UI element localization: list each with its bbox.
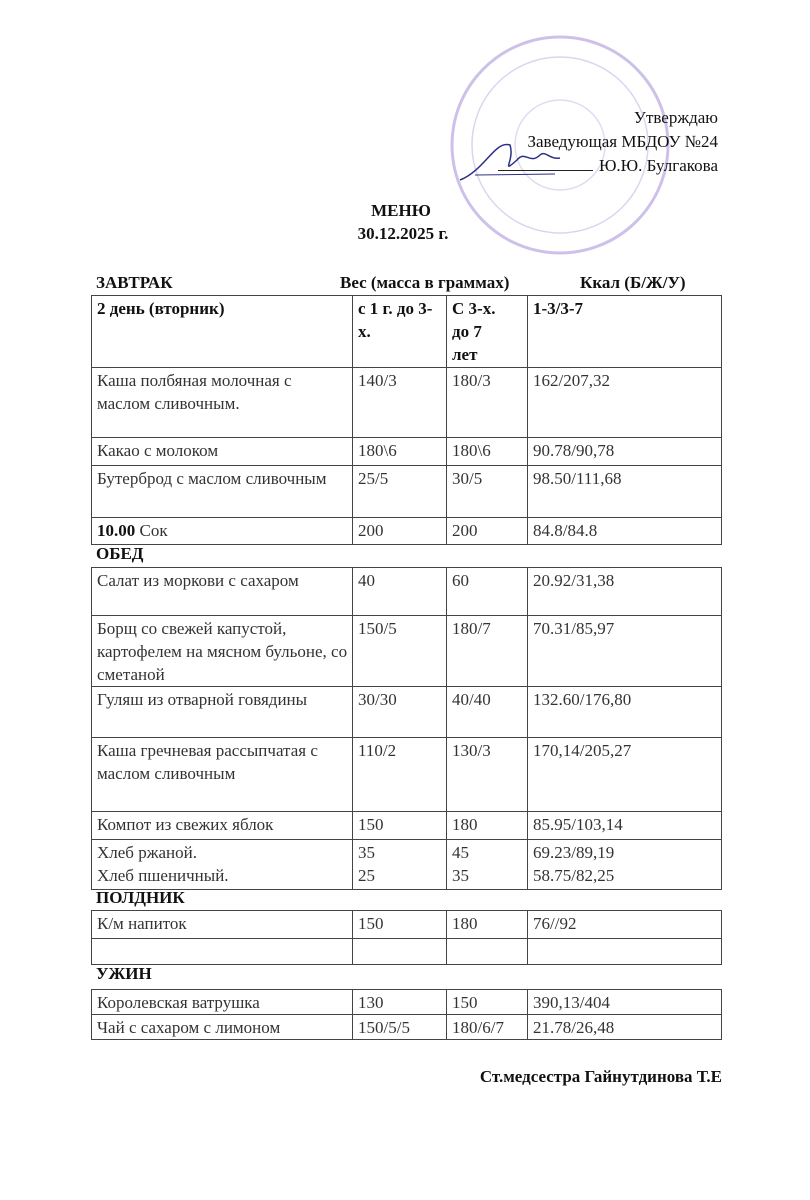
dish-name: Компот из свежих яблок (91, 811, 353, 840)
weight-3-7: 60 (446, 567, 528, 616)
weight-3-7: 180/3 (446, 367, 528, 438)
kcal: 20.92/31,38 (527, 567, 722, 616)
weight-3-7: 130/3 (446, 737, 528, 812)
weight-3-7: 40/40 (446, 686, 528, 738)
weight-1-3: 110/2 (352, 737, 447, 812)
weight-1-3: 150/5 (352, 615, 447, 687)
dish-name: К/м напиток (91, 910, 353, 939)
table-row: Какао с молоком 180\6 180\6 90.78/90,78 (91, 437, 722, 466)
weight-1-3: 180\6 (352, 437, 447, 466)
weight-1-3: 35 25 (352, 839, 447, 890)
approval-line-2: Заведующая МБДОУ №24 (527, 132, 718, 151)
signature (459, 143, 561, 181)
weight-3-7 (446, 938, 528, 965)
dish-name: Бутерброд с маслом сливочным (91, 465, 353, 518)
dish-name: Каша полбяная молочная с маслом сливочны… (91, 367, 353, 438)
kcal: 21.78/26,48 (527, 1014, 722, 1040)
weight-1-3: 130 (352, 989, 447, 1015)
table-row: Каша полбяная молочная с маслом сливочны… (91, 367, 722, 438)
kcal: 170,14/205,27 (527, 737, 722, 812)
snack-table: К/м напиток 150 180 76//92 (91, 910, 722, 965)
approval-block: Утверждаю Заведующая МБДОУ №24 Ю.Ю. Булг… (497, 106, 718, 178)
kcal-header: Ккал (Б/Ж/У) (580, 273, 686, 292)
weight-1-3: 25/5 (352, 465, 447, 518)
dish-name: Чай с сахаром с лимоном (91, 1014, 353, 1040)
table-header-row: 2 день (вторник) с 1 г. до 3-х. С 3-х. до … (91, 295, 722, 368)
weight-3-7: 180 (446, 811, 528, 840)
approval-line-3: Ю.Ю. Булгакова (497, 154, 718, 178)
section-lunch: ОБЕД (96, 544, 144, 563)
dinner-table: Королевская ватрушка 130 150 390,13/404 Чай … (91, 989, 722, 1040)
kcal: 132.60/176,80 (527, 686, 722, 738)
table-row: Королевская ватрушка 130 150 390,13/404 (91, 989, 722, 1015)
weight-3-7: 180 (446, 910, 528, 939)
column-header: 2 день (вторник) (91, 295, 353, 368)
breakfast-table: 2 день (вторник) с 1 г. до 3-х. С 3-х. до … (91, 295, 722, 545)
column-header: с 1 г. до 3-х. (352, 295, 447, 368)
dish-name: 10.00 Сок (91, 517, 353, 545)
column-header: С 3-х. до 7 лет (446, 295, 528, 368)
kcal: 70.31/85,97 (527, 615, 722, 687)
weight-1-3: 200 (352, 517, 447, 545)
weight-3-7: 200 (446, 517, 528, 545)
table-row: Хлеб ржаной. Хлеб пшеничный. 35 25 45 35 69… (91, 839, 722, 890)
weight-1-3: 30/30 (352, 686, 447, 738)
weight-3-7: 180/6/7 (446, 1014, 528, 1040)
kcal: 90.78/90,78 (527, 437, 722, 466)
weight-3-7: 45 35 (446, 839, 528, 890)
table-row: Каша гречневая рассыпчатая с маслом слив… (91, 737, 722, 812)
kcal: 85.95/103,14 (527, 811, 722, 840)
table-row: Салат из моркови с сахаром 40 60 20.92/31,3… (91, 567, 722, 616)
kcal: 390,13/404 (527, 989, 722, 1015)
weight-1-3: 40 (352, 567, 447, 616)
weight-3-7: 180/7 (446, 615, 528, 687)
kcal: 98.50/111,68 (527, 465, 722, 518)
weight-1-3: 140/3 (352, 367, 447, 438)
page-title: МЕНЮ (371, 201, 431, 220)
table-row: Борщ со свежей капустой, картофелем на м… (91, 615, 722, 687)
approval-line-1: Утверждаю (633, 108, 718, 127)
table-row: Чай с сахаром с лимоном 150/5/5 180/6/7 21.… (91, 1014, 722, 1040)
kcal: 76//92 (527, 910, 722, 939)
kcal (527, 938, 722, 965)
weight-3-7: 150 (446, 989, 528, 1015)
section-snack: ПОЛДНИК (96, 888, 185, 907)
table-row: Бутерброд с маслом сливочным 25/5 30/5 98.5… (91, 465, 722, 518)
section-dinner: УЖИН (96, 964, 152, 983)
kcal: 84.8/84.8 (527, 517, 722, 545)
table-row: К/м напиток 150 180 76//92 (91, 910, 722, 939)
weight-1-3 (352, 938, 447, 965)
table-row: Гуляш из отварной говядины 30/30 40/40 132.… (91, 686, 722, 738)
menu-date: 30.12.2025 г. (357, 224, 449, 243)
table-row: Компот из свежих яблок 150 180 85.95/103,14 (91, 811, 722, 840)
weight-1-3: 150 (352, 910, 447, 939)
dish-name: Гуляш из отварной говядины (91, 686, 353, 738)
table-row (91, 938, 722, 965)
weight-header: Вес (масса в граммах) (340, 273, 510, 292)
weight-1-3: 150/5/5 (352, 1014, 447, 1040)
kcal: 162/207,32 (527, 367, 722, 438)
weight-1-3: 150 (352, 811, 447, 840)
dish-name: Борщ со свежей капустой, картофелем на м… (91, 615, 353, 687)
weight-3-7: 30/5 (446, 465, 528, 518)
lunch-table: Салат из моркови с сахаром 40 60 20.92/31,3… (91, 567, 722, 890)
table-row: 10.00 Сок 200 200 84.8/84.8 (91, 517, 722, 545)
dish-name: Какао с молоком (91, 437, 353, 466)
official-stamp (450, 35, 670, 255)
column-header: 1-3/3-7 (527, 295, 722, 368)
dish-name: Салат из моркови с сахаром (91, 567, 353, 616)
signatory: Ст.медсестра Гайнутдинова Т.Е (479, 1067, 722, 1086)
dish-name: Хлеб ржаной. Хлеб пшеничный. (91, 839, 353, 890)
dish-name: Каша гречневая рассыпчатая с маслом слив… (91, 737, 353, 812)
kcal: 69.23/89,19 58.75/82,25 (527, 839, 722, 890)
dish-name: Королевская ватрушка (91, 989, 353, 1015)
dish-name (91, 938, 353, 965)
weight-3-7: 180\6 (446, 437, 528, 466)
section-breakfast: ЗАВТРАК (96, 273, 173, 292)
